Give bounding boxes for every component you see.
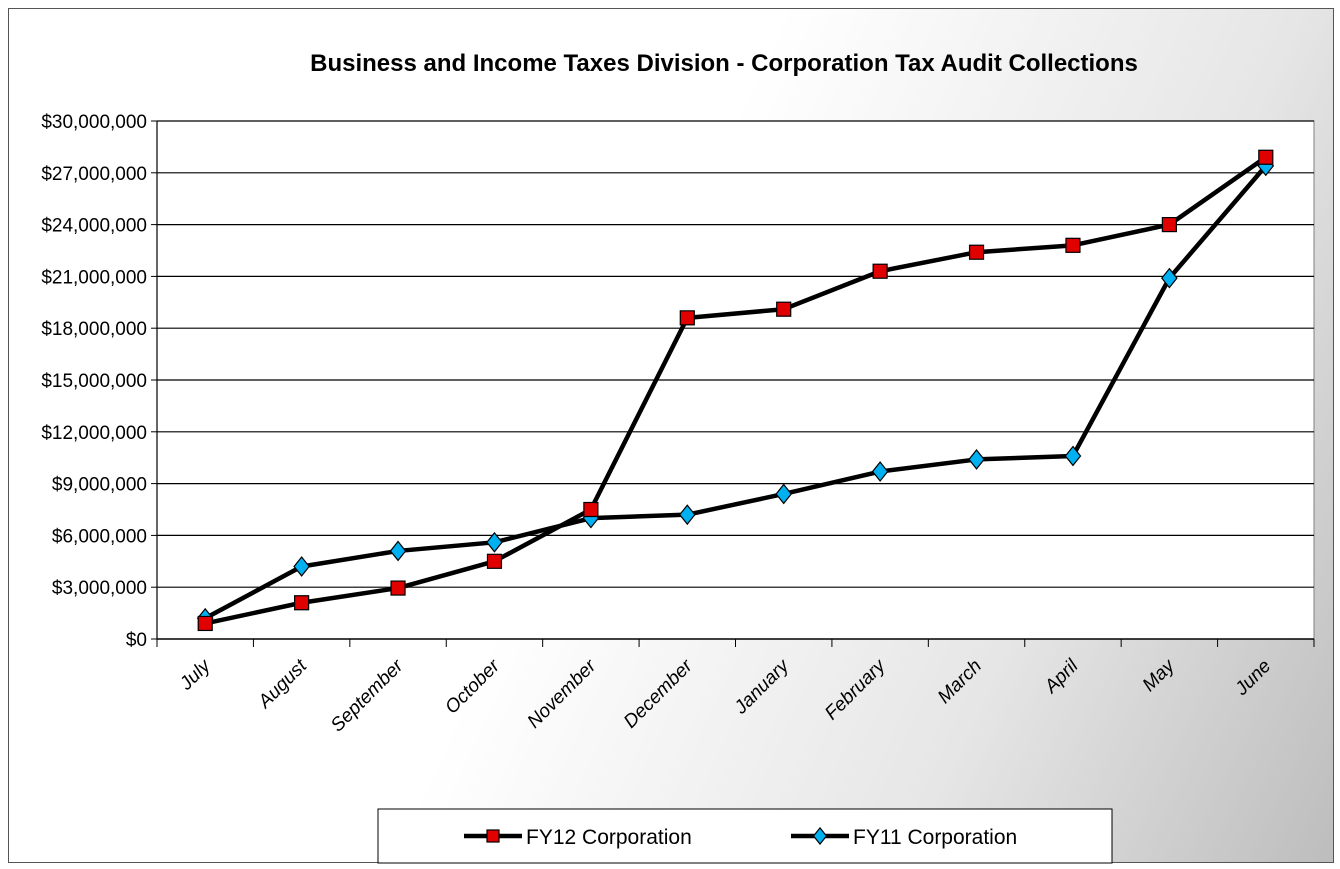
x-tick-label: December [620, 655, 697, 732]
x-tick-label: July [175, 655, 216, 696]
series-line-fy11 [204, 164, 1268, 621]
data-point-fy12 [486, 553, 503, 569]
y-tick-label: $6,000,000 [52, 526, 147, 547]
y-tick-label: $12,000,000 [41, 423, 147, 444]
x-tick-label: April [1040, 655, 1083, 698]
data-point-fy12 [294, 595, 310, 611]
chart-title: Business and Income Taxes Division - Cor… [310, 50, 1138, 77]
data-point-fy12 [679, 310, 695, 326]
data-point-fy12 [390, 580, 406, 596]
y-tick-label: $21,000,000 [41, 267, 147, 288]
y-tick-label: $27,000,000 [41, 164, 147, 185]
data-point-fy12 [197, 615, 213, 632]
legend: FY12 Corporation FY11 Corporation [377, 808, 1113, 864]
data-point-fy12 [872, 263, 888, 279]
grid-lines [157, 120, 1314, 588]
series-layer [196, 149, 1275, 632]
x-tick-label: June [1231, 656, 1276, 701]
y-tick-label: $18,000,000 [41, 319, 147, 340]
data-point-fy11 [486, 531, 503, 553]
data-point-fy11 [775, 483, 793, 505]
y-tick-label: $9,000,000 [52, 475, 147, 496]
data-point-fy11 [1161, 267, 1178, 289]
data-point-fy12 [583, 501, 599, 518]
data-point-fy11 [389, 540, 407, 562]
series-line-fy12 [204, 155, 1268, 626]
legend-marker-fy11 [812, 826, 828, 846]
chart-svg: Business and Income Taxes Division - Cor… [41, 50, 1315, 864]
x-tick-label: May [1139, 655, 1180, 696]
legend-label-fy11: FY11 Corporation [853, 826, 1017, 849]
x-tick-label: November [524, 655, 601, 732]
data-point-fy11 [1064, 445, 1082, 467]
y-tick-label: $24,000,000 [41, 216, 147, 237]
data-point-fy12 [1258, 149, 1274, 165]
y-axis-tick-labels: $0 $3,000,000 $6,000,000 $9,000,000 $12,000,… [41, 112, 147, 651]
legend-marker-fy12 [486, 829, 500, 843]
data-point-fy11 [871, 461, 889, 482]
data-point-fy11 [293, 556, 310, 577]
data-point-fy11 [968, 449, 985, 470]
x-tick-label: September [327, 655, 408, 736]
y-tick-label: $3,000,000 [52, 578, 147, 599]
data-point-fy12 [1161, 217, 1177, 233]
chart-frame: Business and Income Taxes Division - Cor… [8, 8, 1334, 864]
x-tick-label: August [254, 655, 312, 713]
y-tick-label: $30,000,000 [41, 112, 147, 133]
legend-items: FY12 Corporation FY11 Corporation [464, 826, 1017, 849]
axes [151, 120, 1315, 647]
x-axis-tick-labels: July August September October November Decemb… [175, 655, 1275, 737]
data-point-fy12 [776, 301, 792, 317]
data-point-fy11 [678, 504, 696, 526]
legend-label-fy12: FY12 Corporation [526, 826, 692, 849]
x-tick-label: October [441, 655, 504, 718]
y-tick-label: $0 [126, 630, 147, 651]
x-tick-label: March [934, 656, 986, 708]
x-tick-label: February [821, 655, 891, 725]
y-tick-label: $15,000,000 [41, 371, 147, 392]
data-point-fy12 [968, 244, 985, 260]
x-tick-label: January [730, 655, 794, 719]
data-point-fy12 [1065, 237, 1081, 253]
